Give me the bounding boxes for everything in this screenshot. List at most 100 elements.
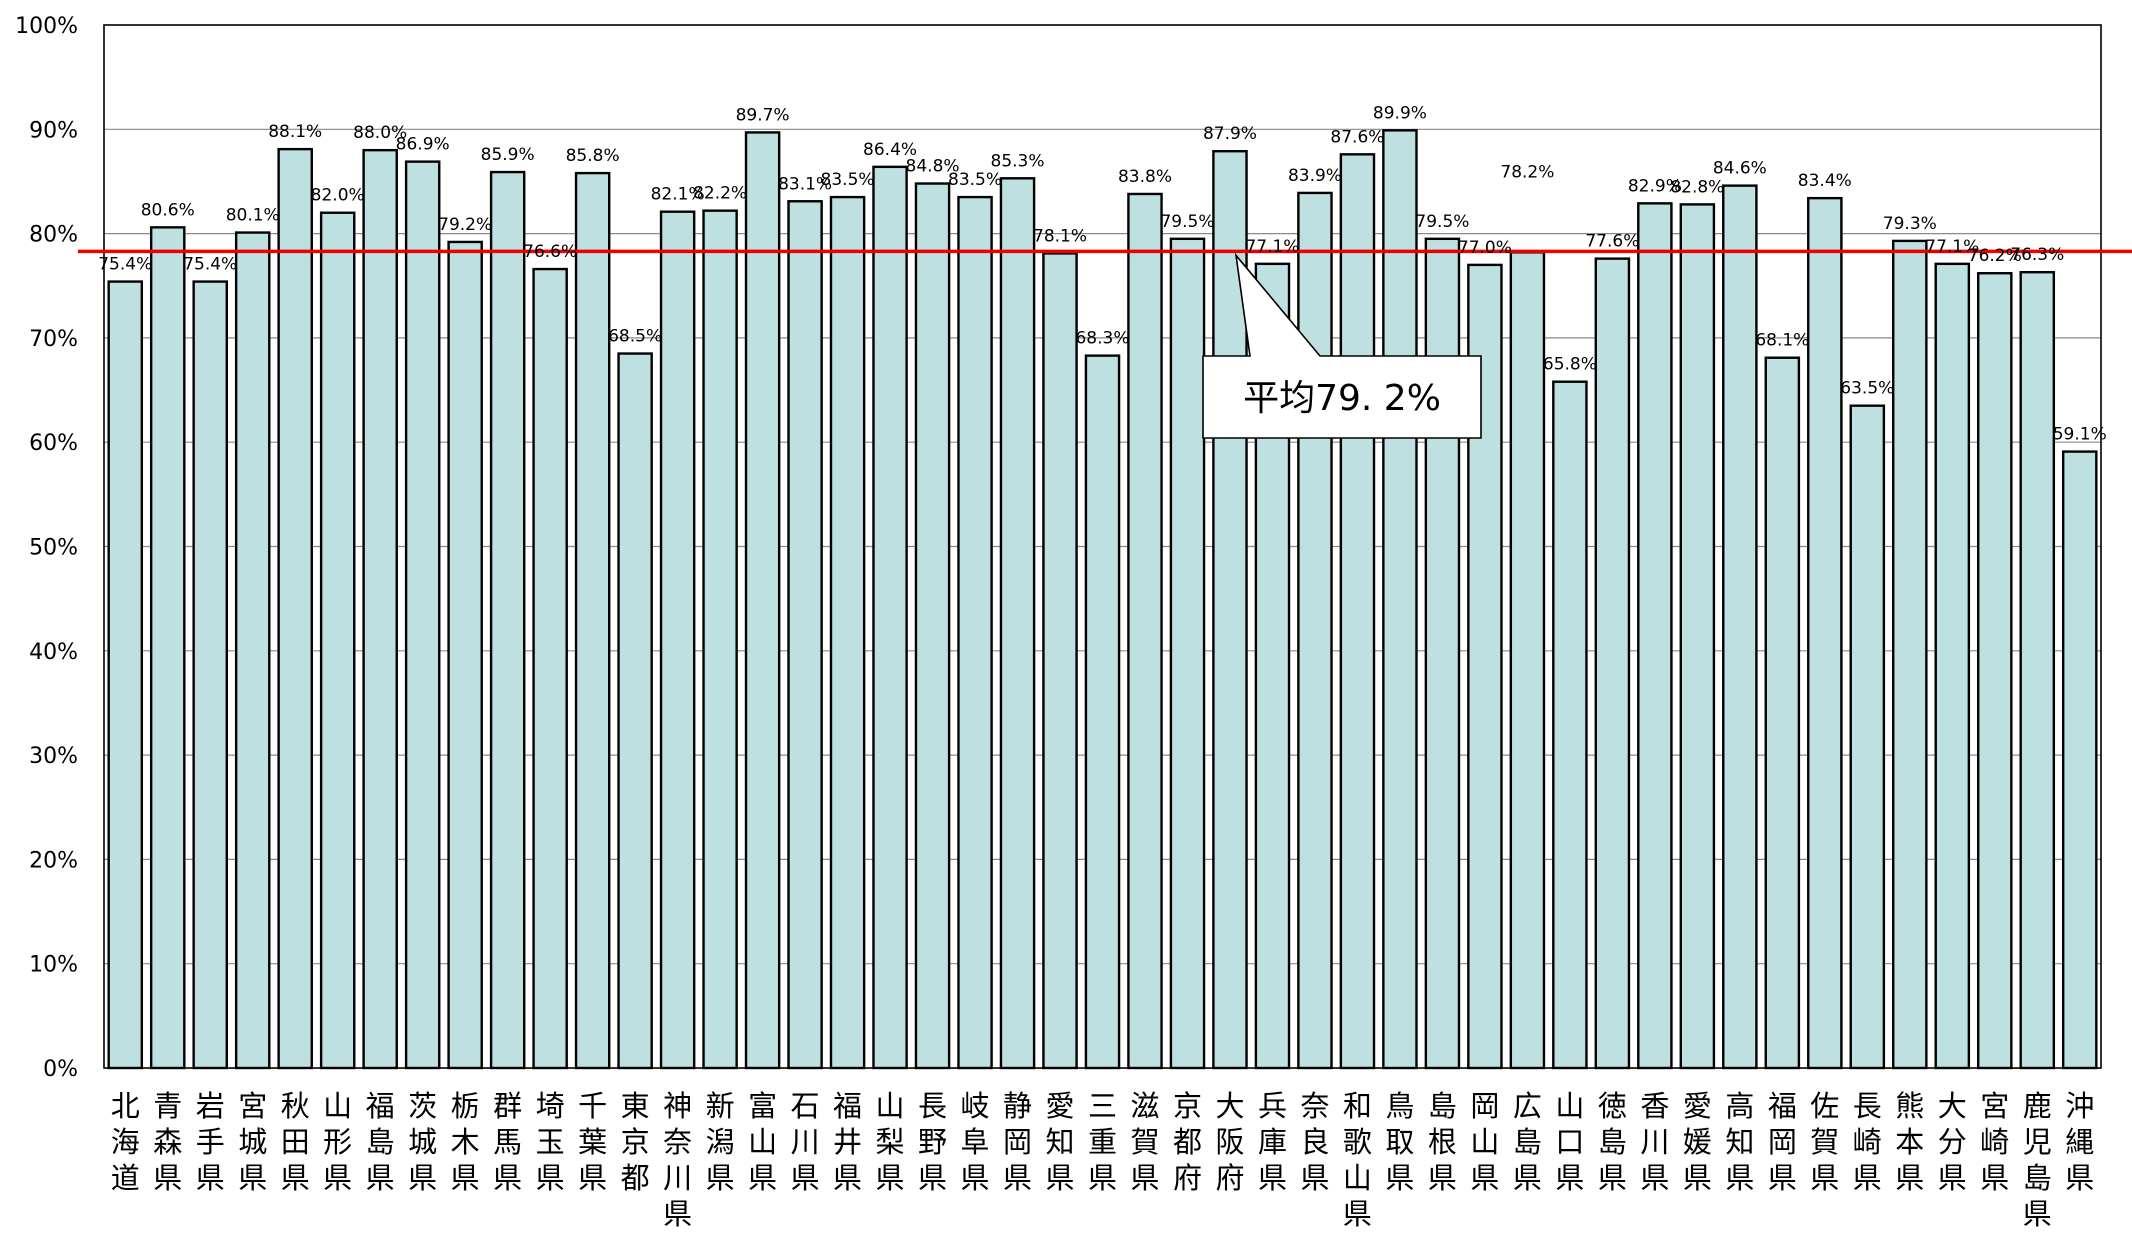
- category-label: 石川県: [791, 1089, 820, 1195]
- category-label: 岩手県: [196, 1089, 225, 1195]
- category-label: 北海道: [111, 1089, 140, 1195]
- data-label: 83.9%: [1288, 166, 1342, 186]
- data-label: 88.1%: [268, 122, 322, 142]
- y-tick-label: 0%: [43, 1057, 78, 1082]
- bar: [1807, 196, 1843, 1070]
- bar: [1509, 251, 1546, 1070]
- bar: [957, 195, 993, 1070]
- category-label: 群馬県: [493, 1089, 522, 1195]
- data-label: 87.6%: [1330, 127, 1384, 147]
- data-label: 79.3%: [1883, 214, 1937, 234]
- bar: [1934, 262, 1971, 1070]
- data-label: 63.5%: [1840, 379, 1894, 399]
- bar: [1339, 153, 1376, 1070]
- data-label: 87.9%: [1203, 124, 1257, 144]
- data-label: 84.6%: [1713, 159, 1767, 179]
- bar: [1382, 129, 1418, 1070]
- bar: [1169, 237, 1206, 1070]
- category-label: 宮城県: [238, 1089, 267, 1195]
- category-label: 埼玉県: [536, 1089, 565, 1195]
- bar: [1594, 257, 1631, 1070]
- data-label: 79.5%: [1160, 212, 1214, 232]
- data-label: 76.3%: [2010, 245, 2064, 265]
- category-label: 広島県: [1513, 1089, 1542, 1195]
- y-tick-label: 60%: [29, 431, 78, 456]
- data-label: 68.3%: [1075, 329, 1129, 349]
- bar: [1297, 191, 1333, 1070]
- bar: [277, 147, 313, 1070]
- bar: [829, 195, 866, 1070]
- y-tick-label: 20%: [29, 848, 78, 873]
- category-label: 岡山県: [1470, 1089, 1499, 1195]
- data-label: 68.1%: [1755, 331, 1809, 351]
- data-label: 83.4%: [1798, 171, 1852, 191]
- bar: [1127, 192, 1163, 1070]
- data-label: 89.9%: [1373, 103, 1427, 123]
- data-label: 77.0%: [1458, 238, 1512, 258]
- data-label: 83.1%: [778, 174, 832, 194]
- category-label: 山口県: [1555, 1089, 1584, 1195]
- data-label: 83.8%: [1118, 167, 1172, 187]
- category-label: 福井県: [833, 1089, 862, 1195]
- category-label: 新潟県: [706, 1089, 735, 1195]
- y-tick-label: 100%: [15, 14, 78, 39]
- bar: [787, 200, 823, 1070]
- bar: [659, 210, 696, 1070]
- category-label: 三重県: [1088, 1089, 1117, 1195]
- data-label: 86.9%: [396, 135, 450, 155]
- category-label: 福岡県: [1768, 1089, 1797, 1195]
- y-tick-label: 50%: [29, 536, 78, 561]
- data-label: 85.3%: [991, 151, 1045, 171]
- y-tick-label: 70%: [29, 327, 78, 352]
- data-label: 77.1%: [1925, 237, 1979, 257]
- bar: [447, 240, 483, 1070]
- data-label: 83.5%: [948, 170, 1002, 190]
- data-label: 79.2%: [438, 215, 492, 235]
- bar: [362, 148, 398, 1070]
- y-tick-label: 10%: [29, 953, 78, 978]
- category-label: 山形県: [323, 1089, 352, 1195]
- category-label: 千葉県: [578, 1089, 607, 1195]
- bar: [574, 171, 611, 1070]
- bar: [1849, 404, 1886, 1070]
- bar: [2061, 450, 2098, 1070]
- data-label: 85.8%: [566, 146, 620, 166]
- bar: [192, 280, 228, 1070]
- bar: [1764, 356, 1801, 1070]
- bar: [914, 182, 951, 1070]
- data-label: 80.6%: [141, 200, 195, 220]
- category-label: 佐賀県: [1810, 1089, 1839, 1195]
- bar: [404, 160, 441, 1070]
- category-label: 宮崎県: [1980, 1089, 2009, 1195]
- data-label: 84.8%: [906, 157, 960, 177]
- category-label: 大分県: [1938, 1089, 1967, 1195]
- data-label: 68.5%: [608, 327, 662, 347]
- category-label: 鹿児島県: [2023, 1089, 2052, 1231]
- data-label: 85.9%: [481, 145, 535, 165]
- y-tick-label: 40%: [29, 640, 78, 665]
- bar: [1722, 184, 1758, 1070]
- category-label: 愛媛県: [1683, 1089, 1712, 1195]
- category-label: 富山県: [748, 1089, 777, 1195]
- bar: [1892, 239, 1928, 1070]
- category-label: 兵庫県: [1258, 1089, 1287, 1195]
- category-label: 長崎県: [1853, 1089, 1882, 1195]
- bar: [107, 280, 144, 1070]
- bar: [1084, 354, 1121, 1070]
- data-label: 82.0%: [311, 186, 365, 206]
- data-label: 77.6%: [1585, 232, 1639, 252]
- category-label: 沖縄県: [2065, 1089, 2094, 1195]
- y-tick-label: 80%: [29, 223, 78, 248]
- category-label: 静岡県: [1003, 1089, 1032, 1195]
- data-label: 82.2%: [693, 184, 747, 204]
- bar: [1637, 202, 1673, 1070]
- bar: [1679, 203, 1716, 1070]
- category-label: 愛知県: [1046, 1089, 1075, 1195]
- bar: [702, 209, 738, 1070]
- data-label: 80.1%: [226, 206, 280, 226]
- category-label: 熊本県: [1895, 1089, 1924, 1195]
- bar: [999, 177, 1036, 1070]
- category-label: 福島県: [366, 1089, 395, 1195]
